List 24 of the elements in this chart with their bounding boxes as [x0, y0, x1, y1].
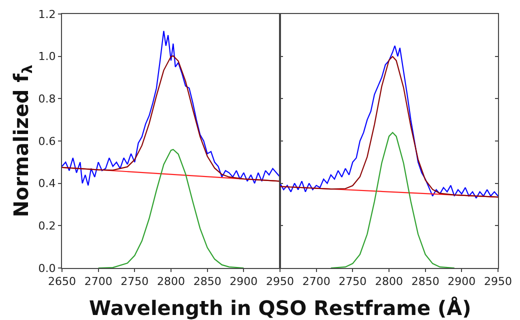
x-axis-title: Wavelength in QSO Restframe (Å)	[89, 296, 472, 320]
y-tick-label: 0.4	[38, 177, 56, 190]
x-tick-label: 2900	[448, 275, 476, 288]
y-tick-label: 0.0	[38, 262, 56, 275]
y-tick-label: 1.0	[38, 50, 56, 64]
x-tick-label: 2900	[230, 275, 258, 288]
x-tick-label: 2950	[266, 275, 294, 288]
x-tick-label: 2950	[484, 275, 512, 288]
x-tick-label: 2700	[84, 275, 112, 288]
y-tick-label: 0.6	[38, 134, 56, 148]
x-tick-label: 2800	[157, 275, 185, 288]
x-tick-label: 2800	[375, 275, 403, 288]
line-series	[62, 30, 280, 186]
x-tick-label: 2850	[193, 275, 222, 288]
y-tick-label: 0.2	[38, 220, 56, 233]
y-tick-label: 1.2	[38, 8, 56, 21]
line-series	[98, 148, 244, 268]
x-tick-label: 2700	[302, 275, 330, 288]
x-tick-label: 2750	[120, 275, 149, 288]
x-tick-label: 2650	[48, 275, 76, 288]
y-tick-label: 0.8	[38, 92, 56, 106]
x-tick-label: 2850	[411, 275, 440, 288]
x-tick-label: 2750	[338, 275, 367, 288]
line-series	[62, 55, 280, 182]
